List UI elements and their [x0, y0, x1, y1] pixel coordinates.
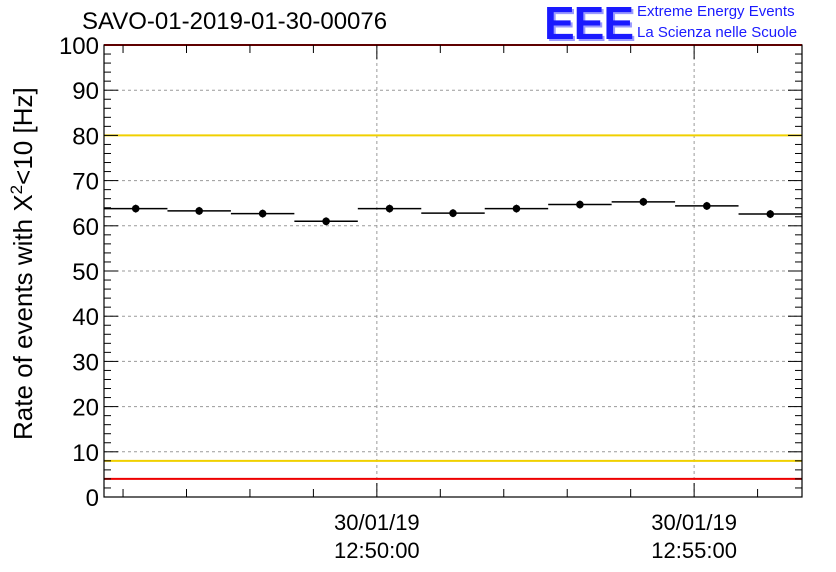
- y-axis-label: Rate of events with X2<10 [Hz]: [7, 87, 38, 440]
- x-tick-labels: 30/01/19 12:50:00 30/01/19 12:55:00: [334, 510, 737, 563]
- data-point: [639, 198, 648, 206]
- data-point: [385, 204, 394, 213]
- y-tick-label: 20: [72, 395, 99, 422]
- y-tick-label: 10: [72, 440, 99, 467]
- y-tick-label: 50: [72, 259, 99, 286]
- data-point: [449, 209, 457, 217]
- y-tick-label: 60: [72, 214, 99, 241]
- y-tick-label: 30: [72, 349, 99, 376]
- y-tick-label: 90: [72, 78, 99, 105]
- y-tick-label: 100: [59, 33, 99, 60]
- data-point: [512, 204, 521, 213]
- data-point: [766, 210, 775, 218]
- data-points: [104, 197, 802, 226]
- y-axis-label-sup: 2: [7, 185, 26, 194]
- data-point: [258, 209, 267, 218]
- y-tick-label: 70: [72, 169, 99, 196]
- y-tick-label: 80: [72, 123, 99, 150]
- x-tick-label-time: 12:50:00: [334, 538, 420, 563]
- logo-text-line1: Extreme Energy Events: [637, 3, 795, 20]
- y-axis-label-main: Rate of events with X: [8, 194, 38, 440]
- x-tick-label-date: 30/01/19: [651, 510, 737, 535]
- y-tick-labels: 0 10 20 30 40 50 60 70 80 90 100: [59, 33, 99, 512]
- logo-text-line2: La Scienza nelle Scuole: [637, 24, 798, 41]
- y-tick-label: 0: [86, 485, 99, 512]
- data-point: [322, 217, 330, 226]
- chart-title: SAVO-01-2019-01-30-00076: [82, 8, 388, 35]
- data-point: [131, 204, 140, 213]
- axes: [103, 44, 803, 498]
- reference-lines: [104, 44, 802, 480]
- eee-logo: EEE: [544, 0, 634, 49]
- x-tick-label-date: 30/01/19: [334, 510, 420, 535]
- data-point: [576, 200, 584, 209]
- y-axis-label-rest: <10 [Hz]: [8, 87, 38, 185]
- y-tick-label: 40: [72, 304, 99, 331]
- grid-lines: [104, 45, 802, 497]
- data-point: [195, 207, 203, 215]
- data-point: [703, 202, 711, 210]
- x-tick-label-time: 12:55:00: [651, 538, 737, 563]
